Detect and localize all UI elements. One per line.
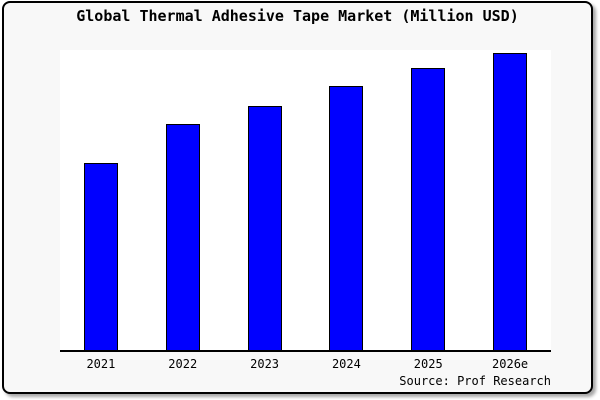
x-tick-label-2024: 2024 [331, 357, 361, 371]
chart-card: Global Thermal Adhesive Tape Market (Mil… [2, 1, 593, 394]
bar-2021 [83, 163, 118, 350]
x-tick-label-2022: 2022 [168, 357, 198, 371]
source-attribution: Source: Prof Research [399, 374, 551, 388]
plot-area [60, 50, 551, 352]
x-tick-label-2021: 2021 [86, 357, 116, 371]
x-axis-labels: 2021 2022 2023 2024 2025 2026e [60, 357, 551, 373]
bar-2026e [493, 53, 528, 350]
x-tick-label-2025: 2025 [413, 357, 443, 371]
bar-2025 [411, 68, 446, 350]
x-tick-label-2026e: 2026e [492, 357, 529, 371]
x-tick-label-2023: 2023 [250, 357, 280, 371]
bar-2024 [329, 86, 364, 350]
bar-2022 [165, 124, 200, 350]
bar-2023 [247, 106, 282, 350]
chart-title: Global Thermal Adhesive Tape Market (Mil… [76, 7, 519, 25]
